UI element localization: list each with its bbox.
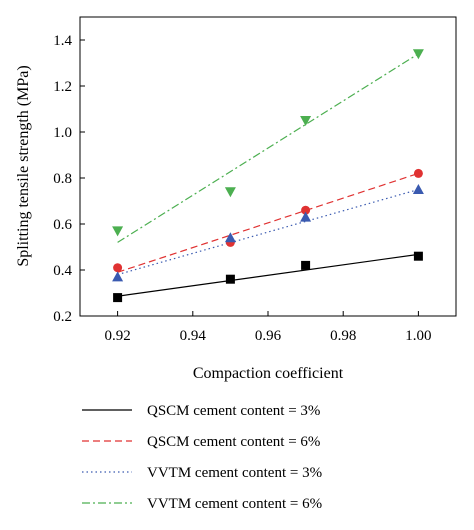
x-tick-label: 0.98: [330, 328, 356, 344]
data-point-series-1: [301, 260, 311, 270]
x-tick-label: 0.96: [255, 328, 282, 344]
y-tick-label: 1.0: [53, 125, 72, 141]
legend-label: QSCM cement content = 6%: [147, 434, 320, 450]
fit-line-series-3: [117, 188, 419, 276]
x-tick-label: 0.94: [180, 328, 207, 344]
data-markers: [112, 49, 424, 303]
y-tick-label: 0.8: [53, 171, 72, 187]
data-point-series-1: [225, 274, 235, 284]
legend-label: VVTM cement content = 6%: [147, 496, 322, 512]
data-point-series-2: [113, 263, 123, 273]
data-point-series-4: [112, 226, 124, 237]
y-axis-label: Splitting tensile strength (MPa): [15, 65, 32, 266]
axis-ticks: 0.92 0.94 0.96 0.98 1.00 0.2 0.4 0.6 0.8 1.0 1.2 1.…: [53, 33, 431, 344]
x-tick-label: 0.92: [104, 328, 130, 344]
legend-label: VVTM cement content = 3%: [147, 465, 322, 481]
y-tick-label: 1.4: [53, 33, 72, 49]
y-tick-label: 0.6: [53, 217, 72, 233]
data-point-series-3: [300, 211, 312, 222]
y-tick-label: 0.4: [53, 263, 72, 279]
x-tick-label: 1.00: [405, 328, 431, 344]
data-point-series-3: [112, 271, 124, 282]
fit-lines: [117, 53, 419, 297]
data-point-series-4: [412, 49, 424, 60]
y-tick-label: 1.2: [53, 79, 72, 95]
fit-line-series-1: [117, 253, 419, 297]
data-point-series-2: [301, 205, 311, 215]
data-point-series-3: [224, 232, 236, 243]
y-tick-label: 0.2: [53, 309, 72, 325]
legend-label: QSCM cement content = 3%: [147, 403, 320, 419]
data-point-series-4: [300, 116, 312, 126]
fit-line-series-4: [117, 53, 419, 243]
legend: QSCM cement content = 3% QSCM cement cont…: [82, 403, 322, 512]
plot-frame: [79, 16, 457, 317]
data-point-series-3: [412, 184, 424, 194]
data-point-series-1: [413, 251, 423, 261]
fit-line-series-2: [117, 172, 419, 273]
data-point-series-4: [224, 187, 236, 198]
x-axis-label: Compaction coefficient: [193, 365, 344, 382]
data-point-series-2: [413, 168, 423, 178]
data-point-series-1: [113, 293, 123, 303]
